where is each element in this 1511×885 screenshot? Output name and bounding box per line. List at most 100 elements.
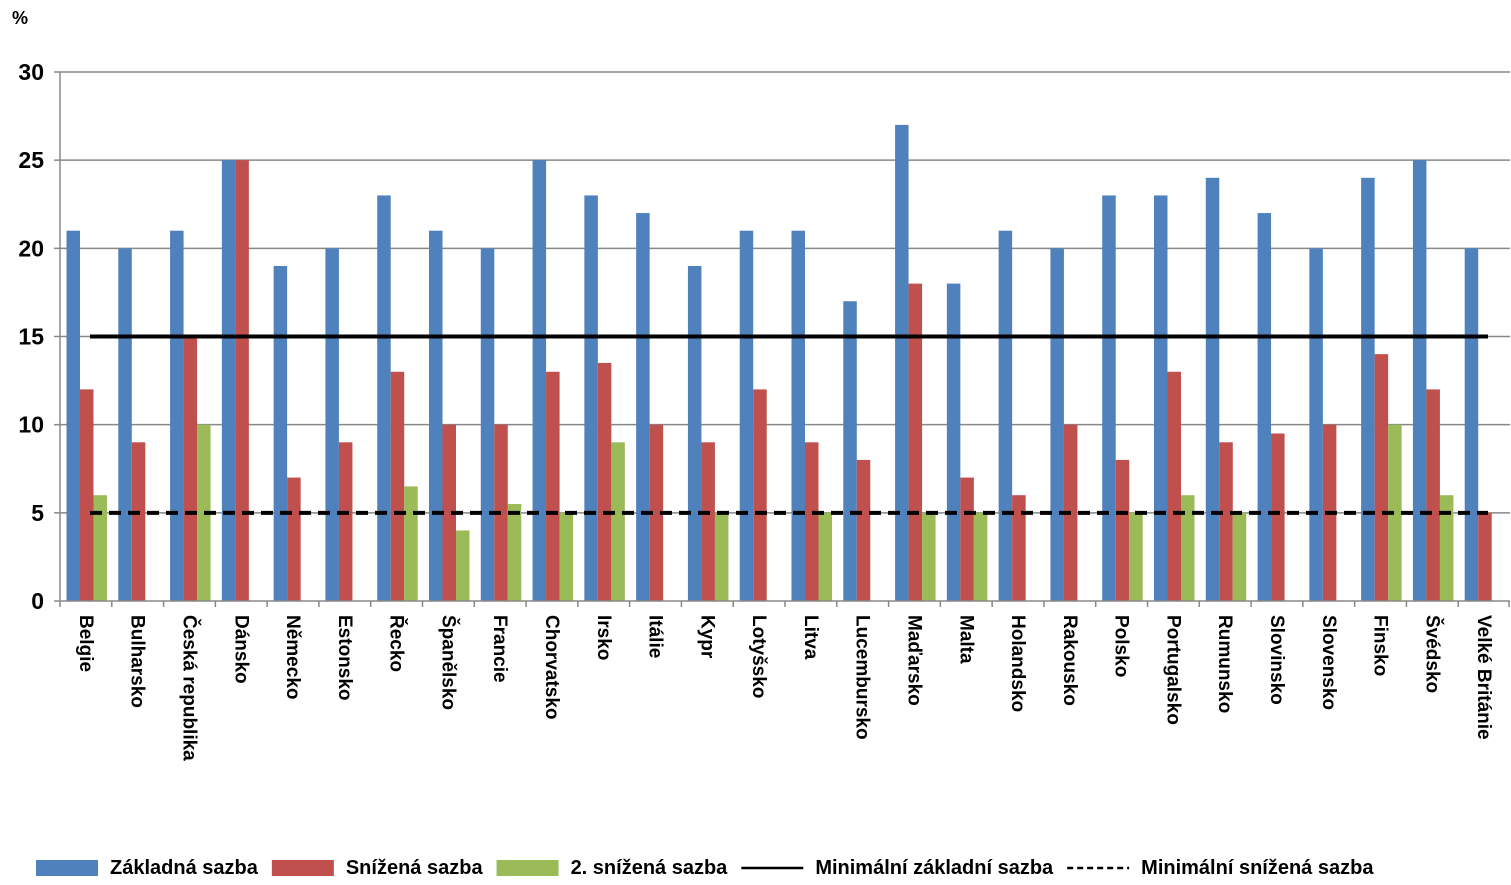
x-tick-label: Řecko: [386, 615, 408, 672]
bar: [1181, 495, 1195, 601]
x-tick-label: Polsko: [1111, 615, 1132, 677]
x-tick-label: Slovinsko: [1266, 615, 1287, 705]
bar: [1102, 195, 1116, 601]
x-tick-label: Švédsko: [1421, 615, 1443, 693]
bar: [480, 248, 495, 602]
bar: [1115, 459, 1130, 601]
legend: Základná sazba Snížená sazba 2. snížená sa…: [36, 857, 1374, 879]
bar: [856, 459, 871, 601]
bar: [235, 160, 249, 601]
bar: [338, 442, 353, 601]
bar: [1257, 213, 1272, 602]
bar: [170, 230, 184, 601]
bar: [1412, 160, 1427, 601]
bar: [960, 477, 974, 601]
y-axis-ticks: 0 5 10 15 20 25 30: [18, 59, 60, 614]
x-tick-label: Malta: [955, 615, 976, 664]
x-tick-label: Rakousko: [1059, 615, 1080, 706]
bar: [597, 362, 612, 601]
bar: [1374, 354, 1389, 601]
bar: [1309, 248, 1323, 602]
x-tick-label: Lotyšsko: [748, 615, 769, 698]
bar: [66, 230, 80, 601]
legend-label: Základná sazba: [110, 857, 259, 879]
bar: [701, 442, 715, 601]
x-tick-label: Slovensko: [1318, 615, 1339, 710]
bar: [273, 265, 288, 601]
bar: [377, 195, 391, 601]
x-tick-label: Dánsko: [230, 615, 251, 684]
legend-label: Minimální snížená sazba: [1141, 857, 1374, 879]
bar: [1205, 177, 1220, 602]
legend-label: Snížená sazba: [346, 857, 484, 879]
bar: [922, 512, 936, 601]
bar: [973, 512, 988, 601]
x-tick-label: Portugalsko: [1162, 615, 1183, 725]
bar: [197, 424, 211, 601]
bar: [183, 336, 198, 601]
bar: [93, 495, 107, 601]
bar: [791, 230, 805, 601]
bar: [1271, 433, 1285, 601]
x-tick-label: Velké Británie: [1473, 615, 1494, 740]
bar: [1478, 512, 1492, 601]
y-tick-label: 30: [18, 59, 44, 85]
bar: [1154, 195, 1168, 601]
bar: [1129, 512, 1143, 601]
x-tick-label: Belgie: [75, 615, 96, 672]
bar: [687, 265, 702, 601]
x-tick-label: Irsko: [593, 615, 614, 660]
bar: [1219, 442, 1233, 601]
bar: [456, 530, 470, 601]
bar: [611, 442, 625, 601]
y-tick-label: 25: [18, 147, 44, 173]
bar: [753, 389, 767, 601]
bar: [1167, 371, 1181, 601]
y-tick-label: 0: [31, 588, 44, 614]
bar: [1439, 495, 1454, 601]
bar: [843, 301, 857, 601]
bar: [131, 442, 146, 601]
bar: [118, 248, 132, 602]
bar: [636, 213, 650, 602]
x-tick-label: Chorvatsko: [541, 615, 562, 720]
bar: [1361, 177, 1375, 602]
bar: [221, 160, 236, 601]
legend-swatch: [271, 860, 334, 876]
x-tick-label: Česká republika: [178, 615, 200, 761]
bar: [390, 371, 405, 601]
bar: [494, 424, 508, 601]
x-tick-label: Holandsko: [1007, 615, 1028, 712]
y-tick-label: 5: [31, 500, 44, 526]
x-axis-labels: Belgie Bulharsko Česká republika Dánsko Něme…: [75, 615, 1494, 761]
axes: [59, 72, 1510, 607]
bar: [1232, 512, 1247, 601]
bar: [1426, 389, 1440, 601]
bar: [429, 230, 443, 601]
x-tick-label: Bulharsko: [127, 615, 148, 708]
legend-swatch: [36, 860, 98, 876]
y-axis-label: %: [12, 8, 28, 28]
bar: [1050, 248, 1064, 602]
legend-swatch: [496, 860, 559, 876]
x-tick-label: Estonsko: [334, 615, 355, 701]
x-tick-label: Lucembursko: [852, 615, 873, 740]
legend-label: 2. snížená sazba: [571, 857, 729, 879]
y-tick-label: 20: [18, 235, 44, 261]
y-tick-label: 15: [18, 324, 44, 350]
x-tick-label: Itálie: [645, 615, 666, 658]
bar: [649, 424, 664, 601]
bar: [818, 512, 832, 601]
x-tick-label: Německo: [282, 615, 303, 700]
bar: [805, 442, 819, 601]
bar: [80, 389, 94, 601]
bar: [559, 512, 574, 601]
x-tick-label: Finsko: [1370, 615, 1391, 676]
bar: [404, 486, 418, 601]
bar: [908, 283, 923, 601]
bar: [714, 512, 729, 601]
bar: [546, 371, 560, 601]
bar: [1464, 248, 1479, 602]
legend-label: Minimální základní sazba: [815, 857, 1054, 879]
